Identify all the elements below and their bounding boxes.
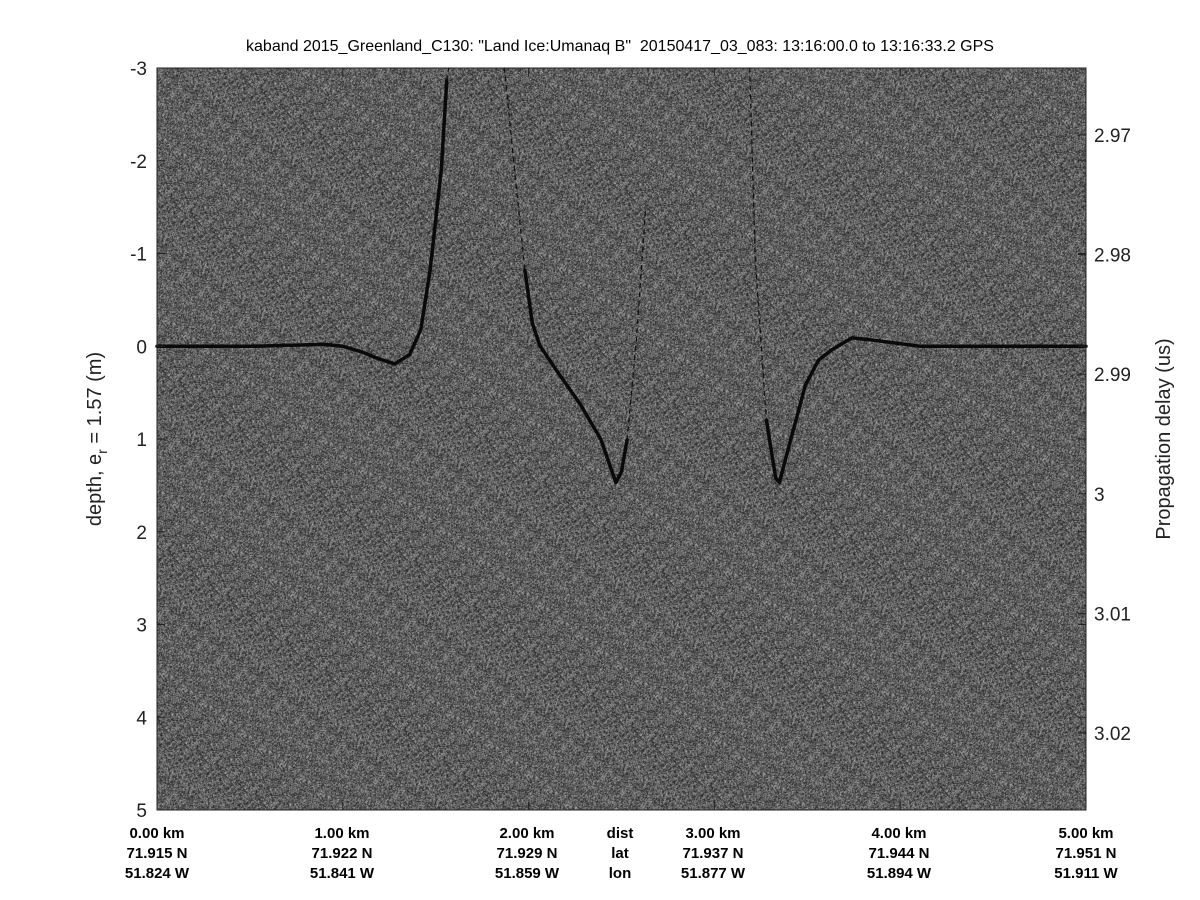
x-label-dist: 0.00 km (129, 825, 185, 842)
x-label-column: 0.00 km 71.915 N 51.824 W (97, 824, 217, 884)
x-label-lat: 71.951 N (1055, 845, 1117, 862)
x-label-lat: 71.915 N (126, 845, 188, 862)
right-tick-label: 3.01 (1094, 604, 1131, 625)
right-tick-label: 3.02 (1094, 724, 1131, 745)
left-tick-label: -1 (130, 245, 147, 266)
reflector-trace-5 (749, 67, 768, 422)
reflector-trace-2 (503, 67, 526, 271)
left-axis-label: depth, er = 1.57 (m) (84, 352, 110, 526)
reflector-trace-4 (626, 206, 647, 441)
x-label-lat: 71.929 N (496, 845, 558, 862)
reflector-trace-6 (764, 336, 1088, 485)
x-label-lat: 71.922 N (311, 845, 373, 862)
x-label-lon: lon (608, 865, 632, 882)
left-tick-label: 5 (136, 801, 147, 822)
x-label-column: 1.00 km 71.922 N 51.841 W (282, 824, 402, 884)
x-label-lon: 51.841 W (309, 865, 375, 882)
plot-frame (156, 67, 1087, 811)
x-label-lon: 51.859 W (494, 865, 560, 882)
x-label-column: 4.00 km 71.944 N 51.894 W (839, 824, 959, 884)
x-label-dist: dist (606, 825, 634, 842)
x-label-column: 3.00 km 71.937 N 51.877 W (653, 824, 773, 884)
right-axis-label: Propagation delay (us) (1153, 338, 1175, 539)
axis-ticks: -3 -2 -1 0 1 2 3 4 5 2.97 2.98 2.99 3 3.01 3.02 (130, 59, 1131, 822)
x-label-lon: 51.911 W (1054, 865, 1118, 882)
x-label-lat: 71.944 N (868, 845, 930, 862)
x-label-dist: 2.00 km (499, 825, 555, 842)
right-tick-label: 2.97 (1094, 126, 1131, 147)
reflector-trace-3 (523, 268, 629, 485)
right-tick-label: 2.98 (1094, 246, 1131, 267)
left-tick-label: 4 (136, 708, 147, 729)
x-label-lon: 51.877 W (680, 865, 746, 882)
chart-title: kaband 2015_Greenland_C130: "Land Ice:Um… (246, 38, 994, 55)
left-tick-label: -2 (130, 152, 147, 173)
x-label-column: 2.00 km 71.929 N 51.859 W (467, 824, 587, 884)
right-tick-label: 3 (1094, 485, 1105, 506)
x-label-dist: 5.00 km (1058, 825, 1114, 842)
reflector-traces (155, 67, 1088, 485)
x-label-dist: 3.00 km (685, 825, 741, 842)
x-label-lon: 51.824 W (124, 865, 190, 882)
reflector-trace-1 (446, 67, 450, 81)
x-label-column: dist lat lon (560, 824, 680, 884)
x-label-lat: lat (611, 845, 629, 862)
left-tick-label: 3 (136, 616, 147, 637)
left-tick-label: 1 (136, 430, 147, 451)
left-tick-label: 0 (136, 337, 147, 358)
left-tick-label: 2 (136, 523, 147, 544)
x-label-dist: 1.00 km (314, 825, 370, 842)
right-tick-label: 2.99 (1094, 365, 1131, 386)
x-label-lon: 51.894 W (866, 865, 932, 882)
left-tick-label: -3 (130, 59, 147, 80)
reflector-trace-0 (155, 78, 449, 366)
echogram-image (157, 68, 1086, 810)
x-label-lat: 71.937 N (682, 845, 744, 862)
x-label-column: 5.00 km 71.951 N 51.911 W (1026, 824, 1146, 884)
x-label-dist: 4.00 km (871, 825, 927, 842)
